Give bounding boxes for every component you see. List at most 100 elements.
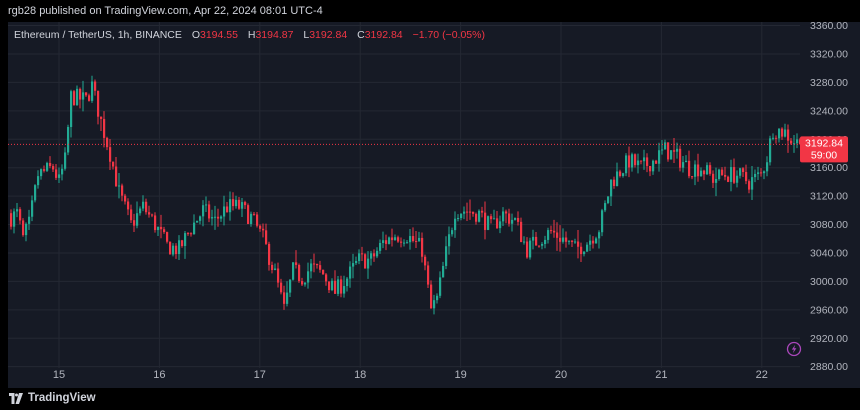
- candle: [451, 227, 454, 237]
- candle: [631, 152, 634, 172]
- candle: [169, 241, 172, 255]
- candle: [160, 214, 163, 239]
- candle: [667, 142, 670, 162]
- candle: [163, 226, 166, 234]
- candle: [379, 239, 382, 254]
- footer-brand[interactable]: TradingView: [28, 392, 96, 404]
- candle: [433, 294, 436, 315]
- candle: [40, 168, 43, 180]
- tradingview-logo-icon[interactable]: [9, 393, 23, 404]
- candle: [217, 208, 220, 227]
- candle: [271, 261, 274, 274]
- open-label: O: [191, 29, 200, 41]
- candle: [448, 226, 451, 255]
- candle: [190, 232, 193, 237]
- x-tick-label: 22: [756, 369, 768, 381]
- candle: [94, 79, 97, 96]
- candle: [259, 224, 262, 232]
- candle: [76, 85, 79, 106]
- candle: [754, 169, 757, 183]
- candle: [325, 273, 328, 286]
- y-tick-label: 3120.00: [810, 191, 848, 203]
- candle: [574, 238, 577, 244]
- candle: [736, 170, 739, 188]
- candle: [697, 153, 700, 182]
- candle: [520, 217, 523, 243]
- y-tick-label: 2880.00: [810, 361, 848, 373]
- candlestick-chart[interactable]: 2880.00 2920.00 2960.00 3000.00 3040.00 3080.…: [8, 22, 860, 388]
- candle: [199, 215, 202, 225]
- candle: [328, 281, 331, 293]
- y-tick-label: 3160.00: [810, 162, 848, 174]
- candle: [463, 206, 466, 220]
- candle: [70, 89, 73, 138]
- candle: [469, 199, 472, 220]
- candle: [322, 269, 325, 275]
- candle: [619, 169, 622, 178]
- candle: [364, 253, 367, 269]
- candle: [166, 231, 169, 244]
- candle: [643, 149, 646, 170]
- candle: [502, 207, 505, 226]
- candle: [493, 209, 496, 220]
- candle: [268, 241, 271, 271]
- y-tick-label: 3040.00: [810, 247, 848, 259]
- candle: [721, 167, 724, 177]
- candle: [769, 135, 772, 166]
- x-tick-label: 21: [655, 369, 667, 381]
- candle: [232, 192, 235, 211]
- price-tag-background: [800, 136, 848, 163]
- candle: [703, 169, 706, 181]
- candle: [10, 209, 13, 230]
- candle: [499, 215, 502, 234]
- candle: [679, 145, 682, 172]
- candle: [391, 228, 394, 247]
- candle: [148, 205, 151, 218]
- candle: [424, 254, 427, 271]
- candle: [688, 150, 691, 179]
- candle: [571, 240, 574, 248]
- candle: [511, 213, 514, 232]
- candle: [187, 232, 190, 236]
- candle: [346, 277, 349, 292]
- candle: [400, 237, 403, 248]
- candle: [676, 142, 679, 159]
- candle: [601, 208, 604, 237]
- footer-bar: TradingView: [0, 388, 860, 410]
- candle: [388, 236, 391, 245]
- candle: [553, 219, 556, 238]
- candle: [373, 249, 376, 262]
- candle: [223, 195, 226, 226]
- time-axis[interactable]: 15 16 17 18 19 20 21 22: [53, 369, 768, 381]
- candle: [508, 208, 511, 227]
- candle: [559, 225, 562, 252]
- candle: [55, 163, 58, 180]
- candle: [751, 166, 754, 200]
- candle: [283, 285, 286, 310]
- candle: [343, 275, 346, 298]
- candle: [256, 212, 259, 228]
- candle: [349, 261, 352, 288]
- high-value: 3194.87: [255, 29, 294, 41]
- candle: [409, 228, 412, 250]
- candle: [718, 168, 721, 181]
- candle: [607, 196, 610, 205]
- candle: [157, 226, 160, 237]
- candle: [106, 136, 109, 151]
- y-tick-label: 3280.00: [810, 77, 848, 89]
- candle: [634, 153, 637, 168]
- price-axis[interactable]: 2880.00 2920.00 2960.00 3000.00 3040.00 3080.…: [810, 22, 848, 373]
- candle: [85, 92, 88, 97]
- lightning-bolt-icon[interactable]: [786, 341, 802, 357]
- candle: [43, 165, 46, 173]
- candle: [439, 271, 442, 299]
- candle: [775, 135, 778, 144]
- open-value: 3194.55: [199, 29, 238, 41]
- candle: [532, 229, 535, 250]
- candle: [565, 231, 568, 248]
- candles[interactable]: [10, 75, 802, 315]
- x-tick-label: 19: [454, 369, 466, 381]
- chart-background: [8, 22, 860, 388]
- candle: [445, 236, 448, 270]
- candle: [670, 150, 673, 160]
